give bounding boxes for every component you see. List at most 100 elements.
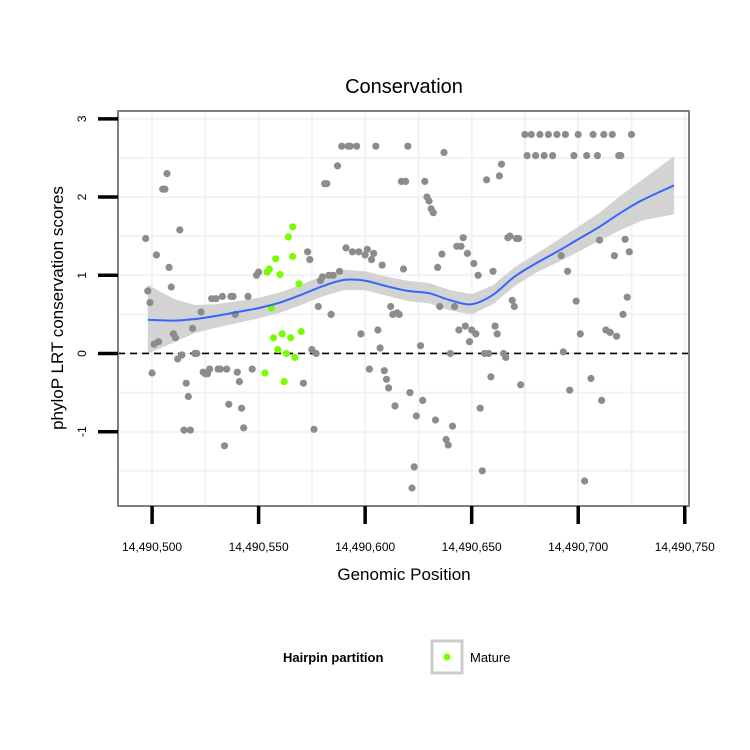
data-point-other — [357, 330, 365, 338]
data-point-mature — [276, 270, 284, 279]
data-point-other — [402, 177, 410, 185]
data-point-other — [625, 248, 633, 256]
data-point-other — [355, 248, 363, 256]
data-point-other — [434, 263, 442, 271]
data-point-other — [436, 302, 444, 311]
data-point-other — [557, 252, 565, 260]
data-point-other — [619, 310, 627, 318]
data-point-other — [506, 232, 514, 240]
data-point-other — [395, 310, 403, 318]
data-point-other — [329, 271, 337, 279]
data-point-other — [570, 152, 578, 160]
data-point-other — [485, 349, 493, 358]
data-point-other — [457, 242, 465, 250]
data-point-mature — [274, 346, 282, 354]
data-point-other — [142, 234, 150, 243]
data-point-other — [495, 172, 503, 180]
data-point-other — [553, 130, 561, 139]
x-tick-label: 14,490,650 — [442, 540, 502, 554]
data-point-other — [461, 322, 469, 330]
panel-border — [117, 110, 690, 507]
legend-label-mature: Mature — [470, 650, 510, 665]
data-point-other — [380, 367, 388, 375]
data-point-other — [608, 130, 616, 139]
data-point-other — [165, 263, 173, 271]
data-point-other — [367, 256, 376, 264]
y-tick-label: 0 — [75, 350, 89, 357]
x-axis: 14,490,500 14,490,550 14,490,600 14,490,650… — [122, 506, 715, 554]
y-tick-label: 3 — [75, 115, 89, 122]
data-point-other — [193, 349, 201, 358]
data-point-mature — [284, 233, 292, 241]
data-point-other — [517, 381, 525, 389]
data-point-other — [478, 467, 486, 475]
data-point-other — [306, 256, 314, 264]
data-point-other — [327, 310, 335, 318]
data-point-other — [459, 234, 467, 242]
data-point-other — [370, 249, 378, 257]
data-point-other — [312, 349, 320, 358]
data-point-other — [600, 130, 608, 139]
data-point-other — [378, 261, 386, 269]
data-point-other — [382, 375, 391, 383]
data-point-other — [493, 330, 501, 338]
data-point-mature — [282, 349, 290, 358]
data-point-other — [442, 435, 450, 444]
data-point-other — [515, 234, 523, 243]
data-point-other — [544, 130, 553, 139]
data-point-other — [182, 379, 190, 387]
data-point-other — [523, 152, 531, 160]
data-point-other — [583, 152, 591, 160]
data-point-other — [152, 251, 160, 259]
data-point-other — [502, 353, 510, 361]
data-point-other — [178, 351, 186, 359]
data-point-other — [465, 338, 474, 346]
x-tick-label: 14,490,700 — [548, 540, 608, 554]
data-point-other — [476, 404, 484, 412]
y-tick-label: 1 — [75, 272, 89, 279]
data-point-other — [248, 365, 256, 373]
data-point-mature — [261, 369, 269, 377]
data-point-other — [299, 379, 307, 387]
y-axis-title: phyloP LRT conservation scores — [48, 186, 67, 430]
data-point-other — [483, 176, 491, 184]
data-point-other — [365, 365, 373, 373]
data-point-other — [348, 248, 356, 256]
data-point-other — [606, 328, 614, 336]
data-point-other — [540, 152, 548, 160]
y-axis: -1 0 1 2 3 — [75, 115, 118, 437]
smooth-fit-line — [147, 184, 675, 322]
data-point-other — [363, 245, 371, 253]
data-point-other — [148, 369, 156, 377]
data-point-other — [455, 326, 463, 334]
data-point-other — [216, 365, 224, 373]
data-point-other — [581, 477, 589, 485]
data-point-other — [338, 142, 346, 150]
data-point-other — [589, 130, 597, 139]
data-point-other — [171, 334, 180, 342]
data-point-mature — [280, 378, 288, 386]
data-point-other — [416, 342, 425, 350]
data-point-other — [223, 365, 231, 373]
chart-title: Conservation — [345, 76, 463, 98]
points-other — [142, 130, 636, 492]
data-point-other — [425, 197, 433, 205]
data-point-other — [318, 273, 327, 281]
data-point-other — [406, 389, 414, 397]
data-point-mature — [269, 334, 278, 342]
data-point-other — [353, 142, 361, 150]
data-point-other — [627, 130, 636, 139]
data-point-other — [189, 324, 197, 332]
data-point-other — [431, 416, 440, 424]
data-point-other — [587, 374, 595, 383]
data-point-other — [576, 330, 584, 338]
data-point-other — [336, 267, 344, 275]
data-point-other — [566, 386, 574, 394]
data-point-mature — [297, 328, 305, 336]
data-point-mature — [291, 353, 299, 361]
data-point-other — [387, 302, 395, 311]
confidence-ribbon — [147, 156, 675, 354]
data-point-other — [304, 248, 312, 256]
data-point-other — [610, 252, 619, 260]
